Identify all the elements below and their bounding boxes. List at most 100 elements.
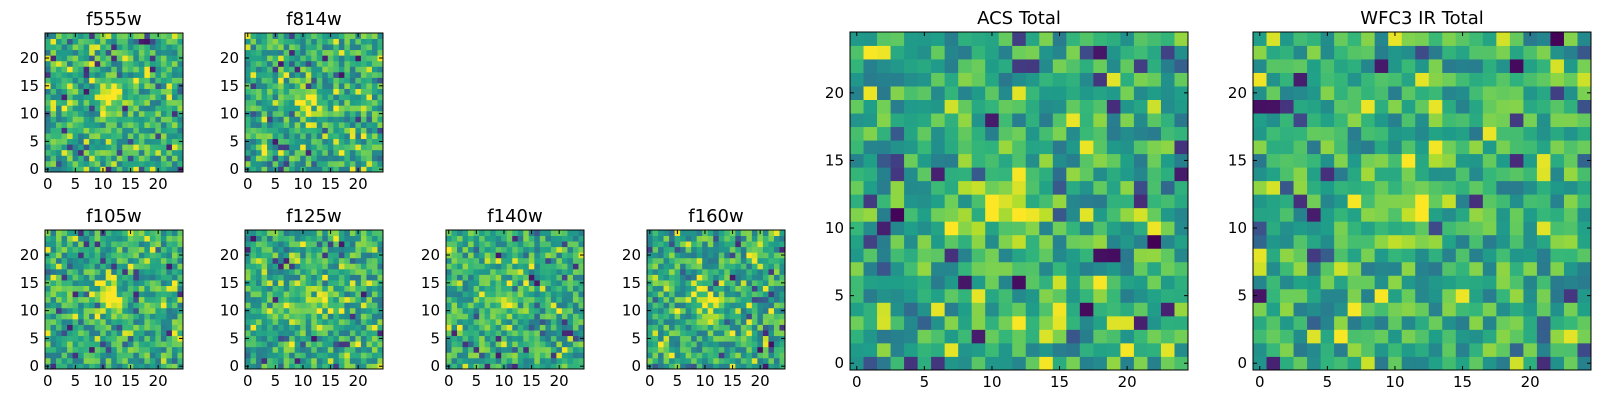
heatmap-cell <box>713 363 720 370</box>
heatmap-cell <box>495 313 502 320</box>
heatmap-cell <box>696 341 703 348</box>
heatmap-cell <box>360 335 367 342</box>
heatmap-cell <box>261 330 268 337</box>
heatmap-cell <box>245 160 251 167</box>
heatmap-cell <box>534 263 541 270</box>
heatmap-cell <box>50 38 57 45</box>
heatmap-cell <box>512 257 519 264</box>
heatmap-cell <box>289 49 296 56</box>
heatmap-cell <box>61 241 68 248</box>
heatmap-cell <box>1147 248 1162 263</box>
heatmap-cell <box>691 263 698 270</box>
heatmap-cell <box>160 60 167 67</box>
heatmap-cell <box>261 71 268 78</box>
heatmap-cell <box>539 318 546 325</box>
heatmap-cell <box>652 296 659 303</box>
heatmap-cell <box>94 318 101 325</box>
heatmap-cell <box>144 138 151 145</box>
heatmap-cell <box>166 241 173 248</box>
heatmap-cell <box>1536 86 1551 100</box>
heatmap-cell <box>457 263 463 270</box>
heatmap-cell <box>322 357 329 364</box>
heatmap-cell <box>267 127 273 134</box>
heatmap-cell <box>1307 356 1321 371</box>
heatmap-cell <box>1320 315 1335 330</box>
heatmap-cell <box>652 257 659 264</box>
heatmap-cell <box>1106 194 1121 209</box>
heatmap-cell <box>1066 329 1081 344</box>
heatmap-cell <box>67 49 73 56</box>
heatmap-cell <box>94 99 101 106</box>
heatmap-cell <box>316 263 323 270</box>
heatmap-cell <box>289 307 296 314</box>
heatmap-cell <box>322 55 329 62</box>
heatmap-cell <box>572 263 579 270</box>
heatmap-cell <box>1401 167 1416 182</box>
heatmap-cell <box>762 252 769 259</box>
heatmap-cell <box>116 357 123 364</box>
heatmap-cell <box>1147 180 1162 195</box>
heatmap-cell <box>333 330 340 337</box>
heatmap-cell <box>768 357 775 364</box>
heatmap-cell <box>517 296 524 303</box>
heatmap-cell <box>757 357 764 364</box>
heatmap-cell <box>144 263 151 270</box>
heatmap-cell <box>72 99 79 106</box>
heatmap-cell <box>746 296 753 303</box>
heatmap-cell <box>561 257 568 264</box>
heatmap-cell <box>702 296 709 303</box>
heatmap-cell <box>305 44 312 51</box>
heatmap-cell <box>50 44 57 51</box>
heatmap-cell <box>316 346 323 353</box>
heatmap-cell <box>1563 180 1578 195</box>
x-tick-label: 15 <box>321 372 340 390</box>
heatmap-cell <box>56 352 62 359</box>
heatmap-cell <box>545 335 552 342</box>
heatmap-cell <box>67 88 73 95</box>
heatmap-cell <box>94 160 101 167</box>
heatmap-cell <box>751 235 758 242</box>
heatmap-cell <box>166 363 173 370</box>
heatmap-cell <box>78 133 85 140</box>
heatmap-cell <box>457 235 463 242</box>
heatmap-cell <box>78 71 85 78</box>
heatmap-cell <box>663 280 670 286</box>
heatmap-cell <box>958 59 973 73</box>
heatmap-cell <box>1455 234 1470 249</box>
heatmap-cell <box>355 149 362 156</box>
heatmap-cell <box>718 346 725 353</box>
heatmap-cell <box>289 357 296 364</box>
heatmap-cell <box>166 230 173 236</box>
heatmap-cell <box>289 330 296 337</box>
x-tick-label: 20 <box>149 175 168 193</box>
heatmap-cell <box>166 346 173 353</box>
heatmap-cell <box>1093 99 1108 114</box>
heatmap-cell <box>512 274 519 281</box>
heatmap-cell <box>572 335 579 342</box>
heatmap-cell <box>294 77 301 84</box>
heatmap-cell <box>155 155 162 162</box>
y-tick-label: 20 <box>421 246 440 264</box>
heatmap-cell <box>338 330 345 337</box>
heatmap-cell <box>67 155 73 162</box>
heatmap-cell <box>1523 207 1538 222</box>
heatmap-cell <box>652 346 659 353</box>
heatmap-cell <box>1550 126 1565 141</box>
heatmap-cell <box>647 341 653 348</box>
heatmap-cell <box>1388 140 1403 155</box>
heatmap-cell <box>1563 234 1578 249</box>
heatmap-cell <box>680 285 687 292</box>
heatmap-cell <box>333 121 340 128</box>
heatmap-cell <box>468 268 474 275</box>
heatmap-cell <box>1066 194 1081 209</box>
heatmap-cell <box>155 246 162 253</box>
heatmap-cell <box>50 60 57 67</box>
heatmap-cell <box>89 77 96 84</box>
heatmap-cell <box>305 263 312 270</box>
heatmap-cell <box>985 140 1000 155</box>
heatmap-cell <box>578 268 585 275</box>
heatmap-cell <box>311 88 318 95</box>
heatmap-cell <box>1388 288 1403 303</box>
heatmap-cell <box>78 341 85 348</box>
heatmap-cell <box>713 268 720 275</box>
